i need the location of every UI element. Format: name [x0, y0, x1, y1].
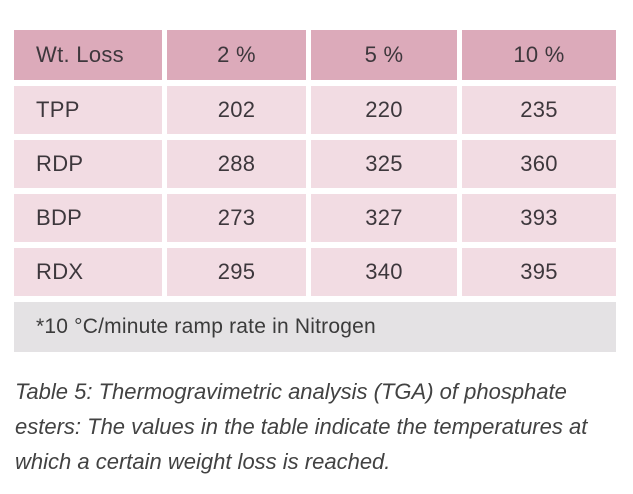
cell-value: 360 — [462, 140, 616, 188]
cell-value: 202 — [167, 86, 306, 134]
table-footnote: *10 °C/minute ramp rate in Nitrogen — [14, 302, 616, 352]
cell-value: 273 — [167, 194, 306, 242]
cell-value: 325 — [311, 140, 457, 188]
cell-value: 288 — [167, 140, 306, 188]
table-header-row: Wt. Loss 2 % 5 % 10 % — [14, 30, 616, 80]
table-caption: Table 5: Thermogravimetric analysis (TGA… — [15, 379, 588, 474]
cell-value: 340 — [311, 248, 457, 296]
cell-value: 393 — [462, 194, 616, 242]
cell-value: 395 — [462, 248, 616, 296]
cell-value: 327 — [311, 194, 457, 242]
cell-value: 235 — [462, 86, 616, 134]
column-header-10pct: 10 % — [462, 30, 616, 80]
cell-value: 220 — [311, 86, 457, 134]
row-label: RDX — [14, 248, 162, 296]
table-row-tpp: TPP 202 220 235 — [14, 86, 616, 134]
column-header-2pct: 2 % — [167, 30, 306, 80]
row-label: BDP — [14, 194, 162, 242]
column-header-wt-loss: Wt. Loss — [14, 30, 162, 80]
tga-table-figure: Wt. Loss 2 % 5 % 10 % TPP 202 220 235 RD… — [14, 30, 616, 474]
row-label: TPP — [14, 86, 162, 134]
cell-value: 295 — [167, 248, 306, 296]
column-header-5pct: 5 % — [311, 30, 457, 80]
row-label: RDP — [14, 140, 162, 188]
table-row-rdp: RDP 288 325 360 — [14, 140, 616, 188]
table-row-rdx: RDX 295 340 395 — [14, 248, 616, 296]
tga-table: Wt. Loss 2 % 5 % 10 % TPP 202 220 235 RD… — [14, 30, 616, 352]
table-row-bdp: BDP 273 327 393 — [14, 194, 616, 242]
